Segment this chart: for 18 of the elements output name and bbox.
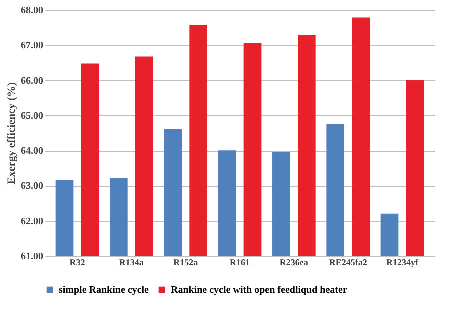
y-tick-label: 62.00 (21, 216, 44, 228)
x-tick-label: RE245fa2 (329, 258, 368, 268)
y-tick-label: 68.00 (21, 6, 44, 16)
x-tick-label: R236ea (280, 258, 309, 268)
legend-label: Rankine cycle with open feedliqud heater (171, 285, 348, 296)
legend-label: simple Rankine cycle (59, 285, 150, 296)
y-tick-label: 65.00 (21, 110, 44, 122)
y-tick-label: 64.00 (21, 146, 44, 158)
y-tick-label: 66.00 (21, 76, 44, 87)
y-tick-label: 63.00 (21, 181, 44, 192)
x-tick-label: R134a (119, 258, 144, 268)
y-tick-label: 61.00 (21, 252, 44, 262)
y-axis-title: Exergy efficiency (%) (6, 82, 18, 185)
x-tick-label: R1234yf (386, 258, 420, 268)
x-tick-label: R152a (174, 258, 199, 268)
x-tick-label: R161 (230, 258, 250, 268)
x-tick-label: R32 (70, 258, 86, 268)
y-tick-label: 67.00 (21, 40, 44, 52)
